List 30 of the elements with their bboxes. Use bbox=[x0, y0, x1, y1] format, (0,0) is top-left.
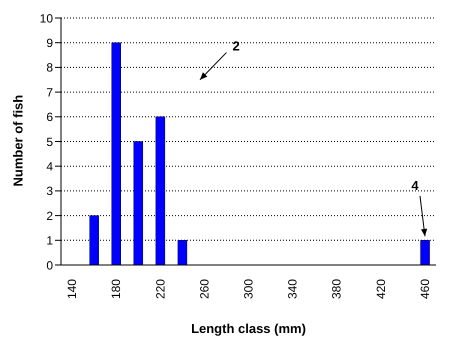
y-tick-label: 0 bbox=[46, 258, 54, 272]
x-axis-title: Length class (mm) bbox=[191, 321, 306, 336]
x-tick-label: 340 bbox=[286, 278, 300, 300]
x-tick-label: 300 bbox=[242, 278, 256, 300]
y-tick-label: 6 bbox=[46, 110, 54, 124]
y-tick-label: 2 bbox=[46, 208, 54, 223]
y-tick-label: 4 bbox=[46, 159, 54, 174]
x-tick-label: 180 bbox=[109, 278, 124, 300]
bar bbox=[178, 240, 188, 265]
bar bbox=[156, 116, 166, 265]
x-tick-label: 460 bbox=[418, 278, 432, 300]
annotation: 2 bbox=[232, 38, 240, 54]
y-tick-label: 5 bbox=[46, 134, 54, 149]
x-tick-label: 420 bbox=[374, 278, 388, 300]
y-tick-label: 7 bbox=[46, 85, 54, 100]
x-tick-label: 140 bbox=[65, 278, 80, 300]
x-tick-label: 260 bbox=[197, 278, 212, 300]
y-tick-label: 3 bbox=[46, 184, 54, 198]
x-tick-label: 380 bbox=[330, 278, 344, 300]
bar bbox=[111, 42, 121, 265]
y-tick-label: 10 bbox=[40, 11, 54, 26]
bar bbox=[134, 141, 144, 265]
y-axis-title: Number of fish bbox=[10, 94, 26, 186]
y-tick-label: 1 bbox=[46, 234, 54, 248]
y-tick-label: 9 bbox=[46, 36, 54, 50]
y-tick-label: 8 bbox=[46, 60, 54, 75]
x-tick-label: 220 bbox=[153, 278, 168, 300]
bar bbox=[89, 215, 99, 265]
bar bbox=[420, 240, 430, 265]
annotation: 4 bbox=[411, 178, 420, 193]
